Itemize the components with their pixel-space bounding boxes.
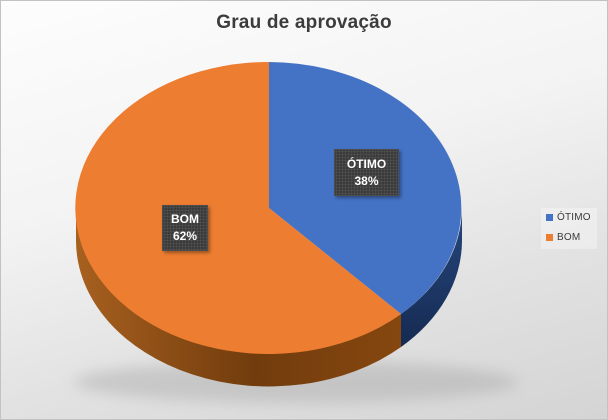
chart-title: Grau de aprovação [216, 12, 392, 33]
data-label-bom-value: 62% [172, 229, 198, 243]
data-label-otimo-name: ÓTIMO [346, 156, 387, 171]
legend-label-otimo: ÓTIMO [557, 212, 591, 223]
legend-label-bom: BOM [557, 232, 581, 243]
pie-side-otimo [401, 208, 462, 347]
data-label-bom-name: BOM [171, 212, 199, 226]
legend-swatch-otimo [546, 214, 553, 221]
data-label-otimo-value: 38% [354, 173, 379, 188]
legend-item-bom[interactable]: BOM [546, 232, 591, 243]
data-label-bom[interactable]: BOM 62% [162, 205, 208, 251]
legend: ÓTIMO BOM [541, 208, 597, 249]
legend-swatch-bom [546, 234, 553, 241]
data-label-otimo[interactable]: ÓTIMO 38% [334, 149, 399, 196]
legend-item-otimo[interactable]: ÓTIMO [546, 212, 591, 223]
pie-slice-bom[interactable] [75, 61, 402, 354]
pie-side-bom [76, 208, 401, 387]
